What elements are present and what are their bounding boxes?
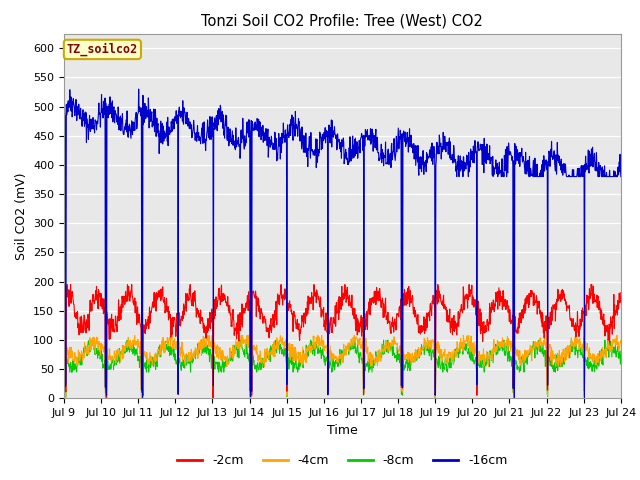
-8cm — [184, 360, 192, 366]
-16cm — [429, 150, 437, 156]
-16cm — [184, 120, 192, 126]
-4cm — [247, 346, 255, 352]
-2cm — [184, 298, 192, 303]
-2cm — [552, 318, 559, 324]
Line: -2cm: -2cm — [64, 285, 621, 398]
-4cm — [429, 338, 437, 344]
-2cm — [617, 290, 625, 296]
-8cm — [159, 337, 167, 343]
-4cm — [167, 333, 175, 338]
X-axis label: Time: Time — [327, 424, 358, 437]
-4cm — [171, 336, 179, 342]
-16cm — [511, 396, 518, 401]
-16cm — [246, 394, 254, 399]
-2cm — [429, 292, 437, 298]
-4cm — [617, 339, 625, 345]
-8cm — [247, 350, 255, 356]
-16cm — [60, 112, 68, 118]
Y-axis label: Soil CO2 (mV): Soil CO2 (mV) — [15, 172, 28, 260]
-16cm — [171, 114, 179, 120]
Legend: -2cm, -4cm, -8cm, -16cm: -2cm, -4cm, -8cm, -16cm — [172, 449, 513, 472]
Title: Tonzi Soil CO2 Profile: Tree (West) CO2: Tonzi Soil CO2 Profile: Tree (West) CO2 — [202, 13, 483, 28]
-8cm — [552, 369, 559, 375]
-4cm — [184, 358, 192, 364]
-2cm — [511, 396, 518, 401]
-4cm — [246, 395, 254, 401]
-2cm — [60, 299, 68, 304]
-4cm — [552, 351, 559, 357]
Line: -4cm: -4cm — [64, 336, 621, 398]
-4cm — [60, 345, 68, 350]
Text: TZ_soilco2: TZ_soilco2 — [67, 43, 138, 56]
-16cm — [552, 168, 559, 174]
-16cm — [617, 174, 625, 180]
Line: -16cm: -16cm — [64, 89, 621, 398]
-2cm — [63, 282, 71, 288]
-8cm — [617, 348, 625, 354]
-8cm — [171, 357, 179, 363]
-8cm — [502, 342, 510, 348]
-8cm — [246, 395, 254, 400]
-2cm — [246, 384, 254, 390]
Line: -8cm: -8cm — [64, 340, 621, 397]
-2cm — [171, 315, 179, 321]
-16cm — [502, 155, 509, 160]
-8cm — [429, 347, 437, 352]
-4cm — [502, 341, 510, 347]
-8cm — [60, 349, 68, 355]
-16cm — [135, 86, 143, 92]
-2cm — [502, 307, 509, 312]
